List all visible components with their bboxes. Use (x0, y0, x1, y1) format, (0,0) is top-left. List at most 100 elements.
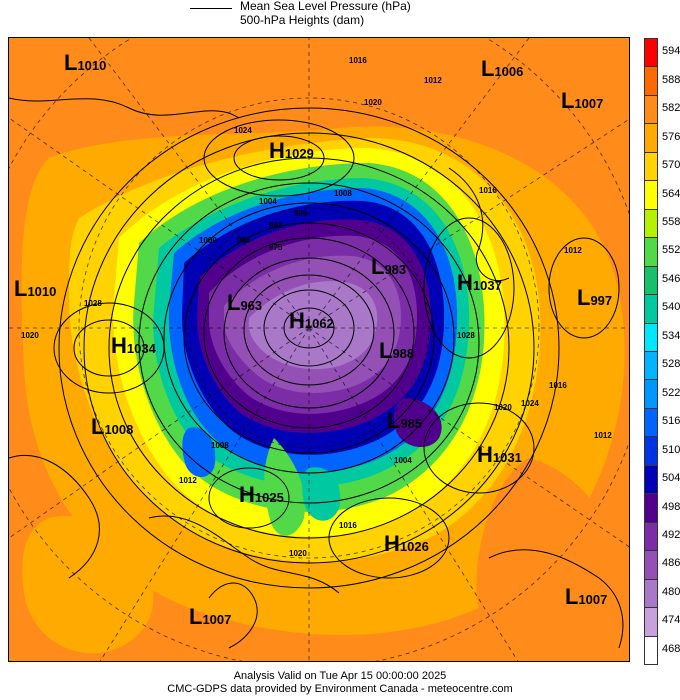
coastline-europe (448, 167, 510, 282)
isobar-label: 1028 (84, 299, 102, 308)
high-pressure-marker: H1034 (111, 333, 156, 358)
scale-value-label: 504 (662, 472, 680, 485)
low-pressure-marker: L1007 (189, 604, 232, 629)
scale-swatch (644, 521, 658, 552)
meridian (308, 118, 629, 329)
isobar-label: 1024 (521, 399, 539, 408)
chart-legend: Mean Sea Level Pressure (hPa) 500-hPa He… (190, 0, 490, 34)
meridian (9, 327, 310, 539)
coastline-north (9, 97, 240, 119)
isobar-label: 1000 (199, 236, 217, 245)
low-pressure-marker: L997 (577, 285, 613, 310)
scale-swatch (644, 94, 658, 125)
scale-swatch (644, 578, 658, 609)
orange-patch-southeast (476, 458, 620, 651)
scale-value-label: 522 (662, 386, 680, 399)
isobar-label: 1008 (334, 189, 352, 198)
meridian (308, 327, 519, 661)
scale-value-label: 582 (662, 102, 680, 115)
isobar (328, 497, 450, 579)
high-pressure-marker: H1026 (384, 531, 429, 556)
isobar (73, 319, 145, 377)
scale-swatch (644, 607, 658, 637)
low-pressure-marker: L1006 (481, 56, 524, 81)
isobar-label: 1016 (349, 56, 367, 65)
high-pressure-marker: H1037 (457, 270, 502, 295)
isobar-label: 975 (269, 243, 283, 252)
high-pressure-marker: H1029 (269, 138, 314, 163)
mslp-legend-label: Mean Sea Level Pressure (hPa) (240, 0, 411, 13)
analysis-valid-time: Analysis Valid on Tue Apr 15 00:00:00 20… (233, 670, 447, 682)
scale-swatch (644, 464, 658, 495)
meridian (99, 327, 310, 661)
heights-legend-label: 500-hPa Heights (dam) (240, 13, 365, 27)
map-canvas: 1016 1012 1020 1024 1028 1008 1004 996 9… (9, 38, 629, 661)
isobar-label: 1028 (457, 331, 475, 340)
isobar-label: 1016 (479, 186, 497, 195)
isobar-label: 1016 (549, 381, 567, 390)
scale-swatch (644, 436, 658, 466)
low-pressure-marker: L1008 (91, 414, 134, 439)
height-color-scale (644, 38, 658, 665)
scale-value-label: 474 (662, 614, 680, 627)
coastline-mexico (208, 582, 258, 649)
mslp-legend-line (190, 8, 232, 9)
data-credit: CMC-GDPS data provided by Environment Ca… (167, 683, 513, 695)
scale-value-label: 480 (662, 585, 680, 598)
scale-value-label: 516 (662, 415, 680, 428)
scale-swatch (644, 123, 658, 153)
high-pressure-marker: H1062 (289, 308, 334, 333)
isobar-label: 1016 (339, 521, 357, 530)
isobar (53, 302, 165, 394)
isobar-label: 1012 (179, 476, 197, 485)
low-pressure-marker: L1007 (565, 584, 608, 609)
low-pressure-marker: L1007 (561, 88, 604, 113)
isobar-label: 1004 (394, 456, 412, 465)
low-pressure-marker: L988 (379, 338, 415, 363)
low-pressure-marker: L963 (227, 290, 263, 315)
scale-value-label: 570 (662, 159, 680, 172)
isobar-label: 1020 (494, 403, 512, 412)
isobar-label: 996 (294, 209, 308, 218)
scale-swatch (644, 550, 658, 580)
height-trough-west (182, 427, 216, 478)
scale-swatch (644, 180, 658, 210)
scale-value-label: 588 (662, 73, 680, 86)
high-pressure-marker: H1025 (239, 482, 284, 507)
isobar (423, 402, 535, 494)
isobar-labels: 1016 1012 1020 1024 1028 1008 1004 996 9… (21, 56, 612, 558)
scale-swatch (644, 66, 658, 96)
isobar-label: 1012 (424, 76, 442, 85)
scale-swatch (644, 379, 658, 409)
height-480-region (248, 281, 378, 370)
isobar-label: 1012 (594, 431, 612, 440)
scale-swatch (644, 351, 658, 381)
isobar-label: 984 (237, 236, 251, 245)
scale-swatch (644, 208, 658, 239)
scale-value-label: 546 (662, 272, 680, 285)
scale-value-label: 528 (662, 358, 680, 371)
isobar (423, 217, 515, 359)
low-pressure-marker: L985 (387, 408, 423, 433)
isobar-label: 1004 (259, 197, 277, 206)
coastline-africa (488, 549, 624, 649)
orange-patch-north (409, 38, 629, 58)
meridian (308, 327, 629, 548)
height-trough-south (264, 438, 305, 536)
map-footer: Analysis Valid on Tue Apr 15 00:00:00 20… (0, 670, 680, 696)
meridian (9, 117, 310, 329)
scale-swatch (644, 294, 658, 324)
lat-lon-grid (9, 38, 629, 661)
isobar (203, 119, 355, 197)
isobar-label: 1024 (234, 126, 252, 135)
coastline-america (148, 515, 340, 594)
scale-value-label: 534 (662, 329, 680, 342)
isobar (548, 237, 620, 339)
high-pressure-marker: H1031 (477, 442, 522, 467)
scale-value-label: 594 (662, 45, 680, 58)
scale-swatch (644, 322, 658, 352)
scale-value-label: 486 (662, 557, 680, 570)
scale-swatch (644, 635, 658, 665)
scale-swatch (644, 493, 658, 523)
coastline-pacific (9, 454, 100, 579)
